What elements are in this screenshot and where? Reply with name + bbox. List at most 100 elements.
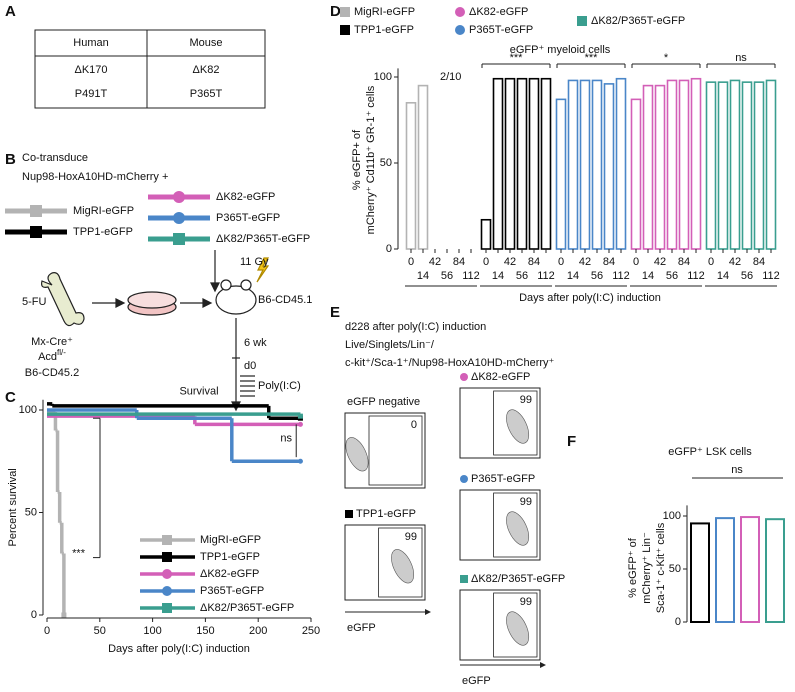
survival-end	[297, 413, 303, 419]
significance: ns	[731, 464, 743, 476]
arrowhead	[202, 298, 213, 308]
legend-marker	[162, 603, 172, 613]
x-tick-label: 0	[708, 256, 714, 268]
legend-marker	[460, 475, 468, 483]
y-tick-label: 0	[386, 243, 392, 255]
diagram-subtitle: Nup98-HoxA10HD-mCherry +	[22, 171, 168, 183]
bar	[753, 81, 765, 250]
legend-marker	[460, 575, 468, 583]
significance: ns	[280, 433, 292, 445]
day-label: d0	[244, 360, 256, 372]
plot-label: TPP1-eGFP	[356, 508, 416, 520]
panel-letter: D	[330, 3, 341, 20]
bar	[492, 77, 504, 250]
x-tick-label: 200	[249, 625, 267, 637]
x-tick-label: 84	[603, 256, 615, 268]
legend-label: MigRI-eGFP	[200, 534, 261, 546]
schematic	[41, 250, 270, 412]
bar	[740, 516, 760, 623]
significance: *	[664, 52, 669, 64]
y-tick-label: 100	[663, 510, 681, 522]
flow-plot	[459, 387, 541, 459]
mouse-ear	[240, 279, 252, 291]
legend-label: ΔK82-eGFP	[200, 568, 259, 580]
construct-marker	[30, 226, 42, 238]
x-tick-label: 14	[642, 270, 654, 282]
y-axis-label: % eGFP+ of	[351, 129, 363, 190]
gate	[493, 592, 538, 658]
x-tick-label: 0	[44, 625, 50, 637]
x-tick-label: 14	[717, 270, 729, 282]
x-tick-label: 42	[429, 256, 441, 268]
gating-text: c-kit⁺/Sca-1⁺/Nup98-HoxA10HD-mCherry⁺	[345, 357, 555, 369]
legend-label: MigRI-eGFP	[354, 6, 415, 18]
x-tick-label: 84	[528, 256, 540, 268]
bar	[591, 79, 603, 250]
plot-label: eGFP negative	[347, 396, 420, 408]
bar	[603, 83, 615, 250]
table-border	[34, 29, 266, 109]
y-axis-label: Sca-1⁺ c-Kit⁺ cells	[655, 522, 667, 613]
construct-label: P365T-eGFP	[216, 212, 280, 224]
significance: ***	[72, 547, 86, 559]
donor-allele: fl/-	[57, 348, 66, 357]
legend-label: P365T-eGFP	[469, 24, 533, 36]
y-tick-label: 100	[19, 404, 37, 416]
panel-letter: C	[5, 389, 16, 406]
table-header: Mouse	[189, 37, 222, 49]
legend-marker	[455, 7, 465, 17]
x-tick-label: 112	[687, 270, 705, 282]
recipient-label: B6-CD45.1	[258, 294, 312, 306]
chart-title: Survival	[179, 386, 218, 398]
bar	[504, 77, 516, 250]
bar	[417, 84, 429, 250]
bone	[41, 272, 85, 327]
x-tick-label: 42	[729, 256, 741, 268]
bar	[690, 77, 702, 250]
table-cell: P365T	[190, 88, 223, 100]
panel-letter: F	[567, 433, 576, 450]
bar	[765, 79, 777, 250]
y-tick-label: 50	[380, 157, 392, 169]
x-tick-label: 112	[612, 270, 630, 282]
arrowhead	[540, 662, 546, 668]
x-tick-label: 50	[94, 625, 106, 637]
x-tick-label: 84	[453, 256, 465, 268]
construct-marker	[30, 205, 42, 217]
plot-label: ΔK82/P365T-eGFP	[471, 573, 565, 585]
gate-percent: 0	[411, 419, 417, 431]
lightning	[256, 257, 270, 283]
table-cell: ΔK170	[74, 64, 107, 76]
table-cell: P491T	[75, 88, 108, 100]
x-tick-label: 56	[441, 270, 453, 282]
construct-marker	[173, 191, 185, 203]
x-tick-label: 0	[483, 256, 489, 268]
interval-label: 6 wk	[244, 337, 267, 349]
legend-label: ΔK82/P365T-eGFP	[200, 602, 294, 614]
gate-percent: 99	[405, 531, 417, 543]
legend-marker	[460, 373, 468, 381]
dish	[127, 291, 177, 309]
panel-letter: A	[5, 3, 16, 20]
y-tick-label: 50	[25, 506, 37, 518]
flow-plot	[459, 489, 541, 561]
construct-marker	[173, 212, 185, 224]
bar	[405, 102, 417, 250]
survival-end	[297, 421, 303, 427]
bar	[678, 79, 690, 250]
survival-end	[61, 612, 67, 618]
treatment-label: Poly(I:C)	[258, 380, 301, 392]
donor-gene: Acd	[38, 351, 57, 363]
legend-marker	[162, 569, 172, 579]
population	[506, 409, 530, 444]
bar	[705, 81, 717, 250]
panel-letter: E	[330, 304, 340, 321]
x-tick-label: 250	[302, 625, 320, 637]
plot-label: P365T-eGFP	[471, 473, 535, 485]
survival-end	[297, 458, 303, 464]
construct-label: TPP1-eGFP	[73, 226, 133, 238]
donor-label: B6-CD45.2	[25, 367, 79, 379]
x-tick-label: 42	[579, 256, 591, 268]
legend-marker	[162, 535, 172, 545]
construct-marker	[173, 233, 185, 245]
